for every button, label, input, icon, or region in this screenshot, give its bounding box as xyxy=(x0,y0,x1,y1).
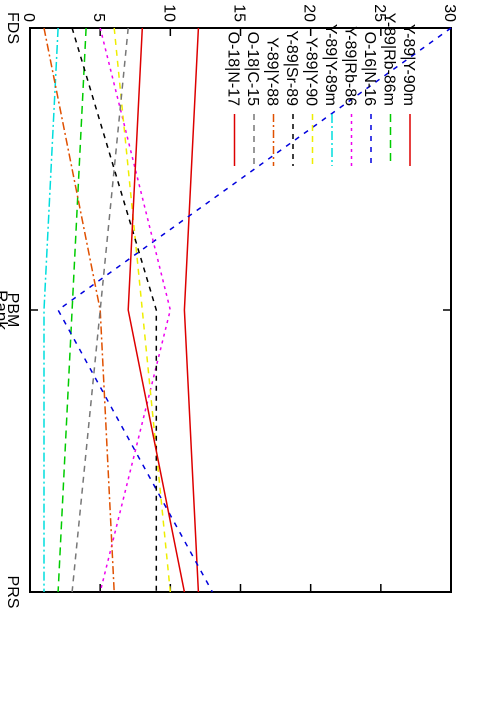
legend-label: Y-89|Sr-89 xyxy=(283,30,300,106)
series-line xyxy=(183,27,200,593)
legend-label: O-16|N-16 xyxy=(361,32,378,107)
series-line xyxy=(43,27,59,592)
series-lines xyxy=(43,27,452,593)
series-line xyxy=(71,27,158,592)
legend-label: Y-89|Rb-86 xyxy=(342,26,359,106)
y-tick-label: 10 xyxy=(160,4,177,22)
y-tick-label: 30 xyxy=(441,4,458,22)
series-line xyxy=(113,27,172,593)
y-tick-label: 5 xyxy=(90,13,107,22)
x-tick-label: FDS xyxy=(4,12,21,44)
x-tick-label: PBM xyxy=(4,293,21,328)
legend-label: O-18|N-17 xyxy=(225,32,242,107)
y-tick-label: 20 xyxy=(301,4,318,22)
legend-label: Y-89|Y-88 xyxy=(264,37,281,106)
series-line xyxy=(57,27,87,593)
x-tick-label: PRS xyxy=(4,576,21,609)
y-axis-label: Rank xyxy=(0,290,11,330)
legend-label: Y-89|Y-89m xyxy=(322,24,339,106)
y-tick-label: 0 xyxy=(20,13,37,22)
axis-ticks: 0 5 10 15 20 25 30 FDS PBM PRS xyxy=(4,4,458,608)
series-line xyxy=(43,27,115,593)
legend-label: Y-89|Y-90m xyxy=(400,24,417,106)
y-tick-label: 25 xyxy=(371,4,388,22)
legend: Y-89|Y-90mY-89|Rb-86mO-16|N-16Y-89|Rb-86… xyxy=(225,13,417,166)
plot-frame xyxy=(29,27,452,593)
series-line xyxy=(57,27,452,593)
legend-label: Y-89|Rb-86m xyxy=(381,13,398,106)
series-line xyxy=(127,27,186,593)
y-tick-label: 15 xyxy=(231,4,248,22)
legend-label: O-18|C-15 xyxy=(244,32,261,107)
series-line xyxy=(99,27,172,593)
legend-label: Y-89|Y-90 xyxy=(303,37,320,106)
series-line xyxy=(71,27,129,593)
